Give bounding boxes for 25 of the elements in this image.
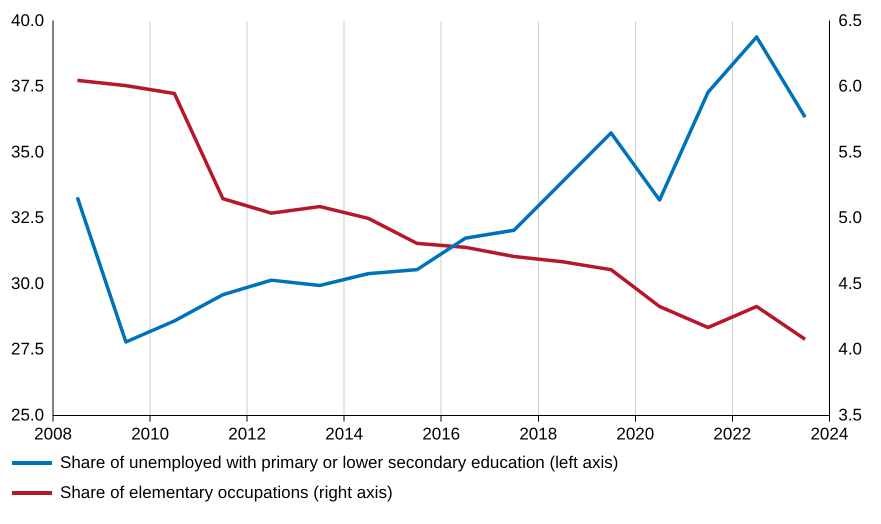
y2-tick-label: 4.5 [838,274,862,293]
x-tick-label: 2022 [713,424,752,444]
y2-tick-label: 5.5 [838,142,862,162]
y-tick-label: 37.5 [10,76,44,96]
x-tick-label: 2016 [422,424,460,444]
x-tick-label: 2018 [519,424,558,444]
x-tick-label: 2010 [131,424,170,444]
y-tick-label: 25.0 [10,405,44,424]
x-tick-label: 2012 [228,424,266,444]
y-tick-label: 40.0 [10,10,44,30]
y-tick-label: 35.0 [10,142,44,162]
y2-tick-label: 3.5 [838,405,862,424]
x-tick-label: 2014 [325,424,364,444]
y2-tick-label: 4.0 [838,340,862,359]
y-tick-label: 30.0 [10,274,44,293]
legend-label: Share of elementary occupations (right axis) [60,483,393,503]
x-tick-label: 2024 [810,424,848,444]
y2-tick-label: 6.5 [838,10,862,30]
y2-tick-label: 5.0 [838,208,862,228]
x-tick-label: 2020 [616,424,654,444]
x-tick-label: 2008 [34,424,72,444]
y-tick-label: 32.5 [10,208,44,228]
y-tick-label: 27.5 [10,340,44,359]
legend-label: Share of unemployed with primary or lower secondary education (left axis) [60,453,618,473]
y2-tick-label: 6.0 [838,76,862,96]
